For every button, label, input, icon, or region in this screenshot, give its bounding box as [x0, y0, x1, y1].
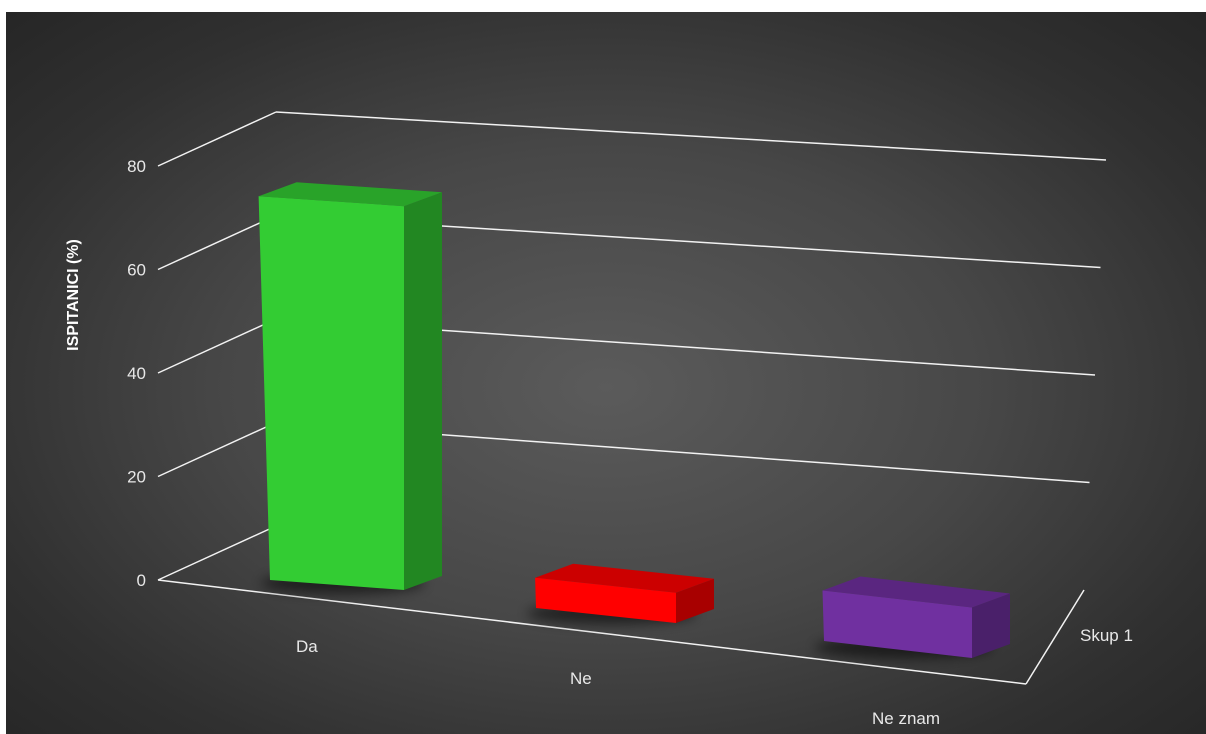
bar-top-face [535, 563, 714, 593]
side-gridline [157, 111, 277, 167]
x-category-label: Da [296, 637, 318, 656]
series-axis-label: Skup 1 [1080, 626, 1133, 645]
bar-front-face [822, 590, 972, 658]
y-axis-ticks: 0 20 40 60 80 [127, 157, 146, 590]
chart-frame: 0 20 40 60 80 Da Ne Ne znam ISPITANICI (%) Sku… [6, 12, 1206, 734]
back-gridline [275, 111, 1107, 161]
bar-side-face [404, 192, 442, 590]
bar-chart-3d: 0 20 40 60 80 Da Ne Ne znam ISPITANICI (%) Sku… [65, 111, 1133, 728]
bar-top-face [258, 182, 442, 207]
x-axis-labels: Da Ne Ne znam [296, 637, 940, 728]
floor-right-edge [1025, 589, 1085, 685]
floor-front-edge [157, 579, 1027, 685]
bars [258, 182, 1010, 658]
y-tick-label: 80 [127, 157, 146, 176]
bar-front-face [258, 196, 404, 590]
x-category-label: Ne znam [872, 709, 940, 728]
bar-side-face [676, 578, 714, 623]
side-gridline [157, 525, 277, 581]
y-tick-label: 40 [127, 364, 146, 383]
x-category-label: Ne [570, 669, 592, 688]
bar-side-face [972, 593, 1010, 658]
bar-top-face [822, 576, 1010, 608]
y-tick-label: 0 [137, 571, 146, 590]
y-tick-label: 20 [127, 468, 146, 487]
side-gridline [157, 214, 277, 271]
side-gridline [157, 318, 277, 374]
y-axis-title: ISPITANICI (%) [65, 239, 82, 351]
bar-front-face [535, 577, 676, 623]
side-gridline [157, 421, 277, 478]
y-tick-label: 60 [127, 261, 146, 280]
